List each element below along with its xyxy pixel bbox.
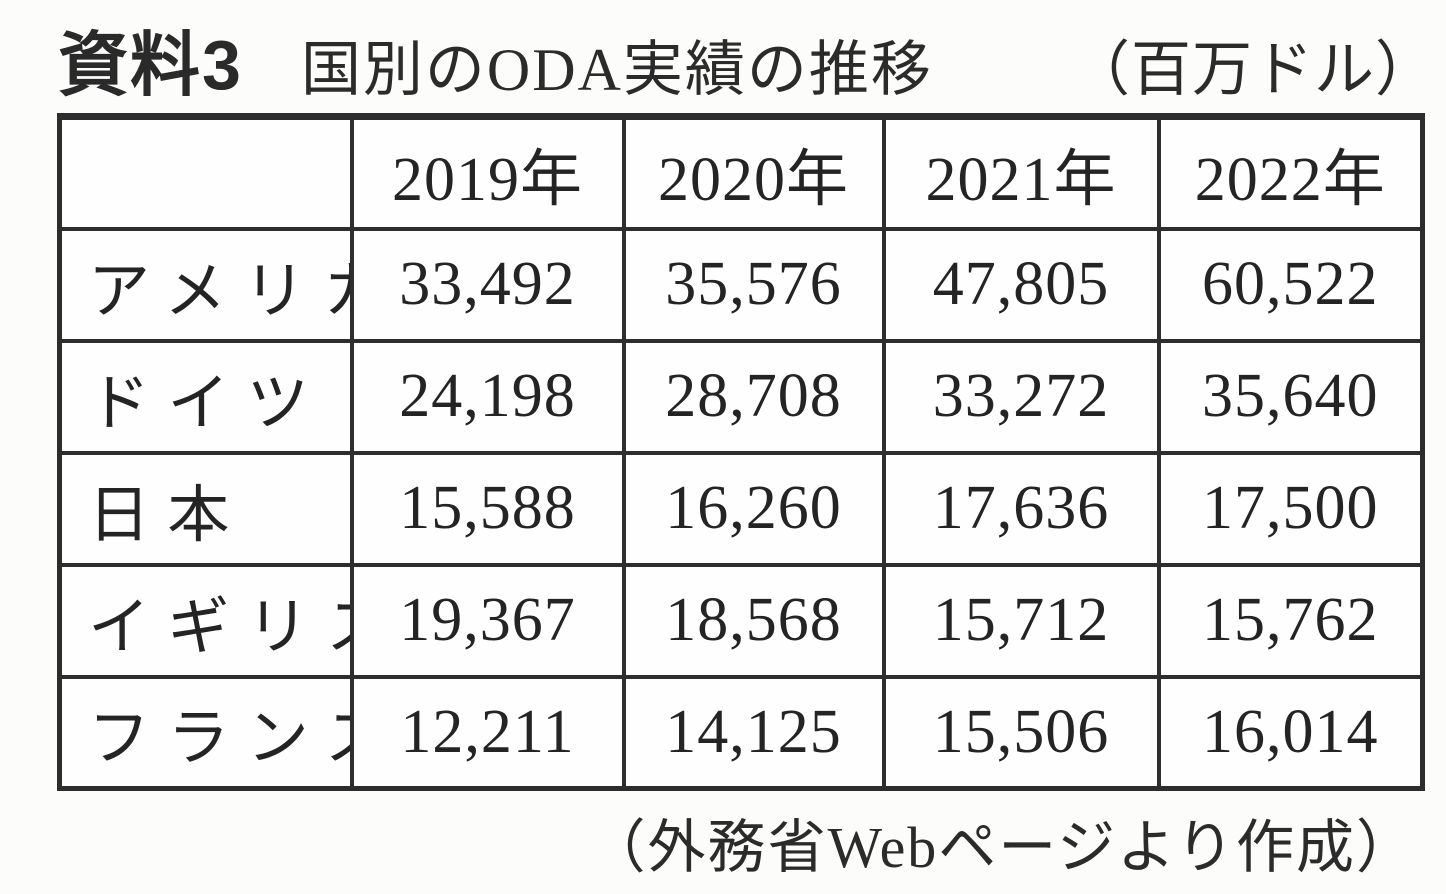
table-row-uk: イギリス 19,367 18,568 15,712 15,762 [57, 562, 1425, 679]
row-label-country: 日本 [57, 450, 354, 567]
column-header-2022: 2022年 [1156, 114, 1425, 231]
cell-value: 35,640 [1156, 338, 1425, 455]
cell-value: 24,198 [349, 338, 626, 455]
row-label-country: アメリカ [57, 226, 354, 343]
table-header-row: 2019年 2020年 2021年 2022年 [57, 114, 1425, 231]
cell-value: 18,568 [621, 562, 886, 679]
cell-value: 15,712 [881, 562, 1161, 679]
title-row: 資料3 国別のODA実績の推移 （百万ドル） [0, 0, 1446, 100]
column-header-2021: 2021年 [881, 114, 1161, 231]
table-row-france: フランス 12,211 14,125 15,506 16,014 [57, 674, 1425, 791]
page-title: 国別のODA実績の推移 [300, 37, 933, 103]
row-label-country: ドイツ [57, 338, 354, 455]
oda-table: 2019年 2020年 2021年 2022年 アメリカ 33,492 35,5… [57, 113, 1425, 791]
column-header-2019: 2019年 [349, 114, 626, 231]
unit-note: （百万ドル） [1070, 37, 1436, 103]
cell-value: 15,506 [881, 674, 1161, 791]
cell-value: 12,211 [349, 674, 626, 791]
cell-value: 14,125 [621, 674, 886, 791]
cell-value: 16,260 [621, 450, 886, 567]
cell-value: 33,272 [881, 338, 1161, 455]
row-label-country: フランス [57, 674, 354, 791]
column-header-2020: 2020年 [621, 114, 886, 231]
cell-value: 16,014 [1156, 674, 1425, 791]
cell-value: 35,576 [621, 226, 886, 343]
cell-value: 28,708 [621, 338, 886, 455]
cell-value: 17,500 [1156, 450, 1425, 567]
cell-value: 17,636 [881, 450, 1161, 567]
table-row-japan: 日本 15,588 16,260 17,636 17,500 [57, 450, 1425, 567]
table-row-germany: ドイツ 24,198 28,708 33,272 35,640 [57, 338, 1425, 455]
cell-value: 15,588 [349, 450, 626, 567]
cell-value: 33,492 [349, 226, 626, 343]
row-label-country: イギリス [57, 562, 354, 679]
cell-value: 19,367 [349, 562, 626, 679]
cell-value: 60,522 [1156, 226, 1425, 343]
document-label: 資料3 [58, 26, 243, 104]
cell-value: 47,805 [881, 226, 1161, 343]
cell-value: 15,762 [1156, 562, 1425, 679]
table-row-usa: アメリカ 33,492 35,576 47,805 60,522 [57, 226, 1425, 343]
corner-cell [57, 114, 354, 231]
source-note: （外務省Webページより作成） [587, 815, 1416, 880]
